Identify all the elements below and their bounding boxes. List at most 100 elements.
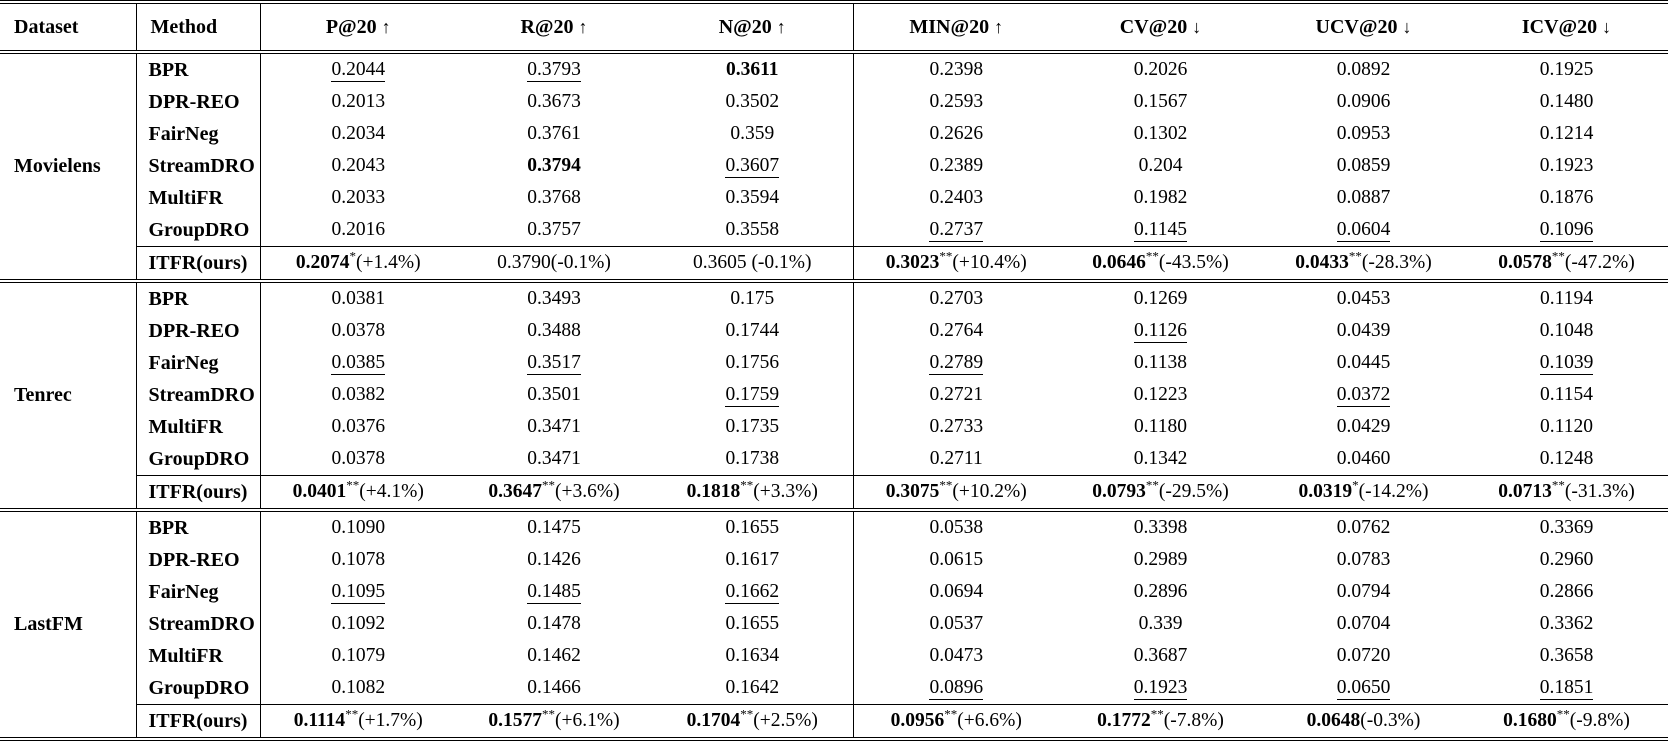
relative-change: (+3.3%)	[753, 481, 818, 502]
table-row-tenrec-fairneg: FairNeg 0.0385 0.3517 0.1756 0.2789 0.1138 0.0…	[0, 347, 1668, 379]
metric-cell-tenrec-groupdro-cv-20: 0.1342	[1133, 448, 1188, 469]
metric-cell-movielens-multifr-cv-20: 0.1982	[1133, 187, 1188, 208]
metric-cell-lastfm-bpr-p-20: 0.1090	[260, 508, 456, 544]
table-row-movielens-dpr-reo: DPR-REO 0.2013 0.3673 0.3502 0.2593 0.1567 0.0…	[0, 86, 1668, 118]
relative-change: (-43.5%)	[1158, 252, 1229, 273]
metric-cell-movielens-bpr-min-20: 0.2398	[853, 50, 1059, 86]
relative-change: (+6.6%)	[957, 710, 1022, 731]
column-header-method: Method	[136, 2, 261, 53]
relative-change: (-31.3%)	[1564, 481, 1635, 502]
metric-cell-lastfm-itfr-ours-ucv-20: 0.0648(-0.3%)	[1262, 704, 1465, 739]
significance-stars: **	[740, 477, 754, 493]
metric-cell-movielens-bpr-p-20: 0.2044	[260, 50, 456, 86]
metric-cell-tenrec-itfr-ours-min-20: 0.3075**(+10.2%)	[853, 475, 1059, 510]
metric-cell-lastfm-itfr-ours-n-20: 0.1704**(+2.5%)	[652, 704, 854, 739]
metric-cell-movielens-dpr-reo-p-20: 0.2013	[331, 91, 386, 112]
method-label-multifr: MultiFR	[136, 640, 261, 672]
metric-cell-movielens-multifr-p-20: 0.2033	[331, 187, 386, 208]
metric-cell-lastfm-dpr-reo-ucv-20: 0.0783	[1336, 549, 1391, 570]
metric-cell-tenrec-bpr-n-20: 0.175	[652, 279, 854, 315]
metric-cell-lastfm-fairneg-r-20: 0.1485	[527, 581, 581, 604]
relative-change: (+1.7%)	[358, 710, 423, 731]
column-header-p-20: P@20 ↑	[260, 2, 456, 53]
metric-cell-tenrec-fairneg-n-20: 0.1756	[652, 347, 854, 379]
relative-change: (-28.3%)	[1361, 252, 1432, 273]
metric-cell-lastfm-itfr-ours-min-20: 0.0956**(+6.6%)	[853, 704, 1059, 739]
dataset-label-movielens: Movielens	[0, 50, 137, 281]
method-label-streamdro: StreamDRO	[136, 379, 261, 411]
method-label-dpr-reo: DPR-REO	[136, 544, 261, 576]
metric-cell-lastfm-fairneg-ucv-20: 0.0794	[1336, 581, 1391, 602]
metric-cell-movielens-streamdro-n-20: 0.3607	[652, 150, 854, 182]
metric-cell-lastfm-streamdro-ucv-20: 0.0704	[1336, 613, 1391, 634]
metric-cell-movielens-groupdro-r-20: 0.3757	[527, 219, 581, 240]
metric-cell-movielens-dpr-reo-icv-20: 0.1480	[1539, 91, 1594, 112]
significance-stars: **	[1551, 477, 1565, 493]
metric-cell-tenrec-multifr-p-20: 0.0376	[331, 416, 386, 437]
relative-change: (+4.1%)	[359, 481, 424, 502]
metric-cell-tenrec-dpr-reo-icv-20: 0.1048	[1539, 320, 1594, 341]
metric-cell-movielens-bpr-ucv-20: 0.0892	[1262, 50, 1465, 86]
relative-change: (+3.6%)	[555, 481, 620, 502]
relative-change: (-9.8%)	[1569, 710, 1630, 731]
method-label-groupdro: GroupDRO	[136, 214, 261, 247]
metric-cell-tenrec-fairneg-cv-20: 0.1138	[1134, 352, 1187, 373]
metric-cell-tenrec-dpr-reo-p-20: 0.0378	[331, 320, 386, 341]
metric-cell-lastfm-groupdro-p-20: 0.1082	[331, 677, 386, 698]
table-row-lastfm-itfr-ours: ITFR(ours) 0.1114**(+1.7%) 0.1577**(+6.1%)…	[0, 704, 1668, 739]
significance-stars: **	[346, 477, 360, 493]
significance-stars: *	[349, 248, 357, 264]
metric-cell-movielens-bpr-r-20: 0.3793	[456, 50, 652, 86]
table-row-lastfm-groupdro: GroupDRO 0.1082 0.1466 0.1642 0.0896 0.1923 0.…	[0, 672, 1668, 705]
metric-cell-lastfm-itfr-ours-cv-20: 0.1772**(-7.8%)	[1059, 704, 1262, 739]
metric-cell-movielens-fairneg-ucv-20: 0.0953	[1336, 123, 1391, 144]
table-row-tenrec-groupdro: GroupDRO 0.0378 0.3471 0.1738 0.2711 0.1342 0.…	[0, 443, 1668, 476]
method-label-streamdro: StreamDRO	[136, 150, 261, 182]
metric-cell-tenrec-multifr-icv-20: 0.1120	[1540, 416, 1593, 437]
metric-cell-movielens-multifr-icv-20: 0.1876	[1539, 187, 1594, 208]
table-row-lastfm-multifr: MultiFR 0.1079 0.1462 0.1634 0.0473 0.3687 0.0…	[0, 640, 1668, 672]
metric-cell-lastfm-dpr-reo-p-20: 0.1078	[331, 549, 386, 570]
significance-stars: **	[1556, 706, 1570, 722]
method-label-bpr: BPR	[136, 50, 261, 86]
metric-cell-movielens-fairneg-n-20: 0.359	[652, 118, 854, 150]
metric-cell-tenrec-itfr-ours-r-20: 0.3647**(+3.6%)	[456, 475, 652, 510]
metric-cell-lastfm-multifr-icv-20: 0.3658	[1539, 645, 1594, 666]
dataset-label-tenrec: Tenrec	[0, 279, 137, 510]
method-label-multifr: MultiFR	[136, 182, 261, 214]
metric-cell-tenrec-fairneg-ucv-20: 0.0445	[1336, 352, 1391, 373]
method-label-fairneg: FairNeg	[136, 347, 261, 379]
relative-change: (-0.1%)	[550, 252, 611, 273]
column-header-r-20: R@20 ↑	[456, 2, 652, 53]
metric-cell-tenrec-dpr-reo-ucv-20: 0.0439	[1336, 320, 1391, 341]
metric-cell-tenrec-multifr-cv-20: 0.1180	[1134, 416, 1187, 437]
metric-cell-tenrec-groupdro-icv-20: 0.1248	[1539, 448, 1594, 469]
metric-cell-lastfm-streamdro-icv-20: 0.3362	[1539, 613, 1594, 634]
metric-cell-lastfm-bpr-ucv-20: 0.0762	[1262, 508, 1465, 544]
metric-cell-movielens-groupdro-n-20: 0.3558	[652, 214, 854, 247]
metric-cell-tenrec-streamdro-n-20: 0.1759	[652, 379, 854, 411]
metric-cell-movielens-fairneg-r-20: 0.3761	[527, 123, 581, 144]
metric-cell-movielens-multifr-ucv-20: 0.0887	[1336, 187, 1391, 208]
table-row-movielens-multifr: MultiFR 0.2033 0.3768 0.3594 0.2403 0.1982 0.0…	[0, 182, 1668, 214]
relative-change: (-0.1%)	[751, 252, 812, 273]
relative-change: (-14.2%)	[1358, 481, 1429, 502]
metric-cell-movielens-fairneg-icv-20: 0.1214	[1539, 123, 1594, 144]
method-label-itfr-ours: ITFR(ours)	[136, 246, 261, 281]
method-label-streamdro: StreamDRO	[136, 608, 261, 640]
relative-change: (+1.4%)	[356, 252, 421, 273]
metric-cell-movielens-itfr-ours-icv-20: 0.0578**(-47.2%)	[1465, 246, 1668, 281]
metric-cell-tenrec-groupdro-r-20: 0.3471	[527, 448, 581, 469]
significance-stars: **	[1551, 248, 1565, 264]
significance-stars: **	[1150, 706, 1164, 722]
metric-cell-lastfm-bpr-cv-20: 0.3398	[1059, 508, 1262, 544]
relative-change: (+10.4%)	[952, 252, 1027, 273]
metric-cell-tenrec-bpr-r-20: 0.3493	[456, 279, 652, 315]
metric-cell-movielens-streamdro-r-20: 0.3794	[527, 155, 581, 176]
metric-cell-movielens-fairneg-p-20: 0.2034	[331, 123, 386, 144]
metric-cell-lastfm-multifr-min-20: 0.0473	[929, 645, 984, 666]
metric-cell-tenrec-itfr-ours-cv-20: 0.0793**(-29.5%)	[1059, 475, 1262, 510]
metric-cell-lastfm-bpr-r-20: 0.1475	[456, 508, 652, 544]
method-label-fairneg: FairNeg	[136, 118, 261, 150]
metric-cell-tenrec-bpr-p-20: 0.0381	[260, 279, 456, 315]
